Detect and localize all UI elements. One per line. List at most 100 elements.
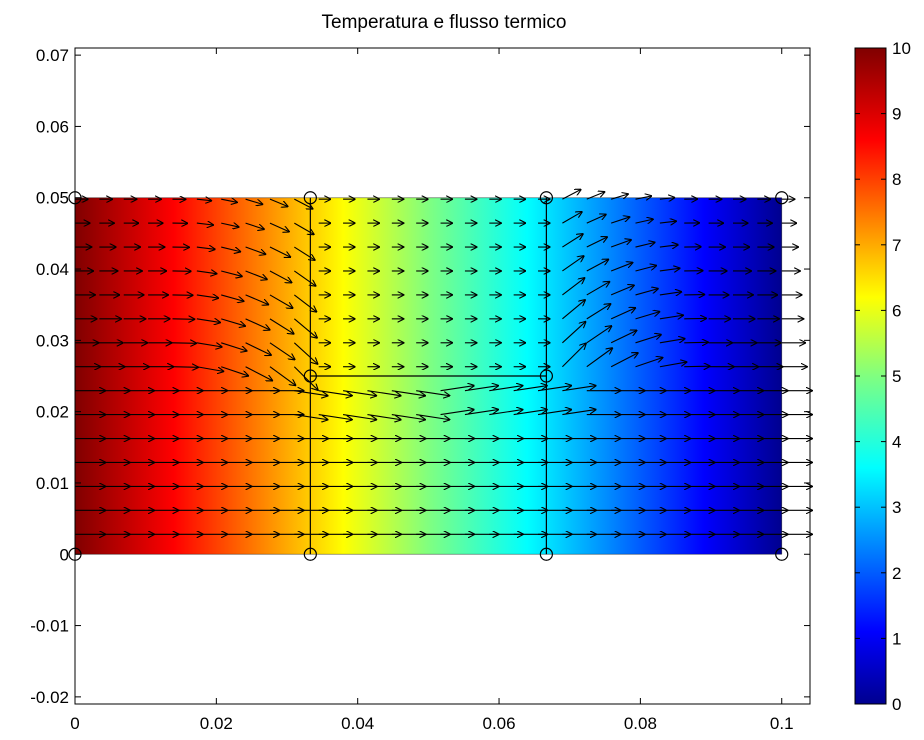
mesh-node xyxy=(539,191,553,205)
mesh-node xyxy=(539,369,553,383)
flux-arrow xyxy=(221,223,238,227)
flux-arrow xyxy=(269,342,295,360)
flux-arrow xyxy=(293,294,316,312)
flux-arrow xyxy=(293,318,317,338)
flux-arrow xyxy=(342,414,376,420)
flux-arrow xyxy=(684,366,709,367)
flux-arrow xyxy=(586,304,611,320)
flux-arrow xyxy=(635,219,653,223)
x-tick-label: 0.08 xyxy=(624,714,657,733)
axes-box xyxy=(74,47,811,705)
flux-arrow xyxy=(269,270,291,282)
mesh-node xyxy=(303,369,317,383)
mesh-node xyxy=(303,191,317,205)
x-axis: 0 0.02 0.04 0.06 0.08 0.1 xyxy=(70,48,794,733)
y-tick-label: 0.03 xyxy=(36,331,69,350)
flux-arrow xyxy=(562,410,595,416)
flux-arrow xyxy=(659,245,678,247)
flux-arrow xyxy=(221,199,237,202)
flux-arrow xyxy=(196,247,215,249)
flux-arrow xyxy=(610,194,628,200)
colorbar: 0 1 2 3 4 5 6 7 8 9 10 xyxy=(854,39,911,714)
x-tick-label: 0.1 xyxy=(770,714,794,733)
flux-arrow xyxy=(659,362,686,368)
y-tick-label: -0.01 xyxy=(30,617,69,636)
flux-arrow xyxy=(659,339,685,344)
flux-arrow xyxy=(269,366,295,385)
flux-arrow xyxy=(245,246,266,254)
flux-arrow xyxy=(610,217,629,224)
colorbar-tick-label: 4 xyxy=(892,433,901,452)
flux-arrow xyxy=(196,319,220,323)
flux-arrow xyxy=(635,289,658,296)
flux-arrow xyxy=(562,322,585,344)
flux-arrow xyxy=(586,326,612,344)
colorbar-tick-label: 1 xyxy=(892,629,901,648)
x-tick-label: 0 xyxy=(70,714,79,733)
flux-arrow xyxy=(221,318,245,326)
flux-arrow xyxy=(562,278,584,296)
y-tick-label: 0.05 xyxy=(36,189,69,208)
y-tick-label: 0.06 xyxy=(36,117,69,136)
y-tick-label: 0 xyxy=(60,545,69,564)
flux-arrow xyxy=(635,312,660,320)
colorbar-tick-label: 3 xyxy=(892,498,901,517)
flux-arrow xyxy=(610,308,635,320)
flux-arrow xyxy=(245,342,271,355)
flux-arrow xyxy=(293,366,317,390)
mesh-node xyxy=(775,191,789,205)
flux-arrow xyxy=(610,353,638,368)
mesh-node xyxy=(303,547,317,561)
y-tick-label: 0.04 xyxy=(36,260,69,279)
colorbar-tick-label: 8 xyxy=(892,170,901,189)
flux-arrow xyxy=(659,315,683,319)
flux-arrow xyxy=(659,292,681,295)
flux-arrow xyxy=(196,223,213,225)
plot-area: 0 0.02 0.04 0.06 0.08 0.1 -0.02 -0.01 0 0.01 0.02… xyxy=(30,46,812,733)
mesh-node xyxy=(775,547,789,561)
flux-arrow xyxy=(367,390,400,396)
flux-arrow xyxy=(391,390,425,396)
colorbar-ticks: 0 1 2 3 4 5 6 7 8 9 10 xyxy=(855,39,911,714)
y-tick-label: 0.07 xyxy=(36,46,69,65)
y-tick-label: 0.01 xyxy=(36,474,69,493)
flux-arrow xyxy=(537,410,571,416)
colorbar-tick-label: 2 xyxy=(892,564,901,583)
flux-arrow xyxy=(196,342,222,347)
flux-arrow xyxy=(610,285,634,296)
flux-arrow xyxy=(586,348,612,368)
flux-arrow xyxy=(586,237,607,248)
flux-arrow xyxy=(221,270,242,276)
flux-arrow xyxy=(610,240,631,248)
flux-arrow xyxy=(562,386,595,392)
heat-flux-arrows xyxy=(75,190,812,535)
flux-arrow xyxy=(245,222,264,229)
flux-arrow xyxy=(196,295,218,298)
flux-arrow xyxy=(610,331,636,344)
flux-arrow xyxy=(196,366,223,372)
y-tick-label: 0.02 xyxy=(36,403,69,422)
flux-arrow xyxy=(440,386,474,392)
flux-arrow xyxy=(610,263,632,272)
colorbar-tick-label: 5 xyxy=(892,367,901,386)
flux-arrow xyxy=(416,414,449,420)
flux-arrow xyxy=(635,242,655,248)
flux-arrow xyxy=(586,260,608,272)
flux-arrow xyxy=(196,271,217,274)
colorbar-tick-label: 6 xyxy=(892,301,901,320)
flux-arrow xyxy=(245,294,269,305)
flux-arrow xyxy=(416,390,449,396)
flux-arrow xyxy=(489,386,522,392)
x-tick-label: 0.06 xyxy=(482,714,515,733)
colorbar-tick-label: 7 xyxy=(892,236,901,255)
flux-arrow xyxy=(391,414,425,420)
flux-arrow xyxy=(294,198,312,208)
flux-arrow xyxy=(659,221,676,223)
flux-arrow xyxy=(294,270,315,286)
flux-arrow xyxy=(562,300,585,320)
flux-arrow xyxy=(367,414,400,420)
flux-arrow xyxy=(586,215,606,224)
flux-arrow xyxy=(586,282,610,296)
flux-arrow xyxy=(562,234,582,248)
